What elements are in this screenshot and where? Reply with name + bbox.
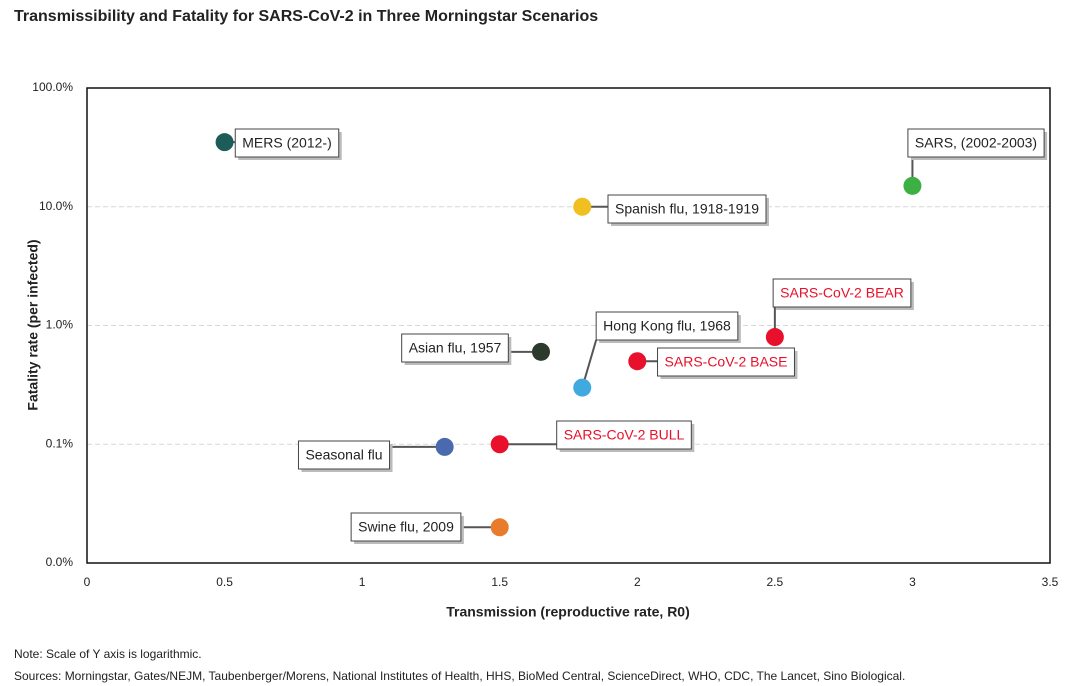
y-tick-label: 1.0% — [46, 318, 74, 332]
callout: SARS-CoV-2 BASE — [657, 347, 798, 379]
sources: Sources: Morningstar, Gates/NEJM, Tauben… — [14, 669, 905, 683]
callout: SARS, (2002-2003) — [907, 128, 1048, 160]
callout: Spanish flu, 1918-1919 — [607, 194, 769, 226]
x-tick-label: 1 — [359, 575, 366, 589]
plot-frame — [86, 87, 1051, 564]
x-tick-label: 3 — [909, 575, 916, 589]
callout: SARS-CoV-2 BULL — [556, 420, 695, 452]
point — [573, 378, 592, 397]
point — [215, 133, 234, 152]
x-axis-label: Transmission (reproductive rate, R0) — [446, 604, 690, 620]
x-tick-label: 0 — [84, 575, 91, 589]
callout-box — [607, 194, 767, 224]
callout-box — [657, 347, 795, 377]
callout: Seasonal flu — [297, 440, 393, 472]
point-label: SARS-CoV-2 BULL — [564, 427, 685, 443]
callout-box — [401, 333, 509, 363]
callout: Swine flu, 2009 — [350, 512, 464, 544]
note: Note: Scale of Y axis is logarithmic. — [14, 647, 202, 661]
point-label: SARS, (2002-2003) — [915, 135, 1037, 151]
callout-box — [350, 512, 462, 542]
callout-box — [234, 128, 340, 158]
point-label: Swine flu, 2009 — [358, 519, 454, 535]
y-tick-label: 10.0% — [39, 199, 73, 213]
point-label: Asian flu, 1957 — [409, 340, 502, 356]
point-label: Hong Kong flu, 1968 — [603, 318, 731, 334]
point-label: MERS (2012-) — [242, 135, 331, 151]
callouts: MERS (2012-) Spanish flu, 1918-1919 SARS, … — [234, 128, 1048, 544]
point — [531, 342, 550, 361]
callout-box — [907, 128, 1045, 158]
point — [765, 328, 784, 347]
x-tick-label: 3.5 — [1042, 575, 1059, 589]
x-tick-label: 2 — [634, 575, 641, 589]
y-tick-label: 100.0% — [32, 80, 73, 94]
callout: Hong Kong flu, 1968 — [595, 311, 741, 343]
callout-box — [556, 420, 692, 450]
y-axis-label: Fatality rate (per infected) — [25, 239, 41, 410]
point — [573, 197, 592, 216]
point — [435, 437, 454, 456]
points — [215, 133, 922, 537]
point — [628, 352, 647, 371]
callout: SARS-CoV-2 BEAR — [772, 278, 914, 310]
y-tick-label: 0.0% — [46, 555, 74, 569]
callout-box — [772, 278, 912, 308]
y-tick-label: 0.1% — [46, 436, 74, 450]
point-label: SARS-CoV-2 BEAR — [780, 285, 904, 301]
point-label: Seasonal flu — [305, 447, 382, 463]
x-tick-label: 1.5 — [491, 575, 508, 589]
x-tick-label: 2.5 — [767, 575, 784, 589]
x-tick-label: 0.5 — [216, 575, 233, 589]
callout-box — [297, 440, 391, 470]
callout: Asian flu, 1957 — [401, 333, 512, 365]
callout-box — [595, 311, 739, 341]
chart-title: Transmissibility and Fatality for SARS-C… — [14, 8, 598, 25]
point-label: SARS-CoV-2 BASE — [665, 354, 788, 370]
point — [490, 518, 509, 537]
point — [490, 435, 509, 454]
callout: MERS (2012-) — [234, 128, 342, 160]
point-label: Spanish flu, 1918-1919 — [615, 201, 759, 217]
point — [903, 176, 922, 195]
